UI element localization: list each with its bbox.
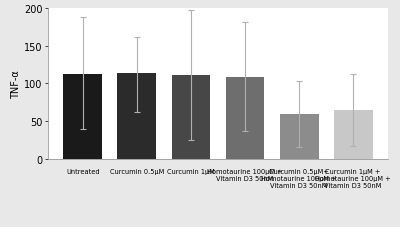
Bar — [226, 77, 264, 159]
Y-axis label: TNF-α: TNF-α — [11, 70, 21, 98]
Bar — [118, 74, 156, 159]
Bar — [172, 76, 210, 159]
Bar — [334, 110, 372, 159]
Bar — [280, 115, 318, 159]
Bar — [64, 74, 102, 159]
